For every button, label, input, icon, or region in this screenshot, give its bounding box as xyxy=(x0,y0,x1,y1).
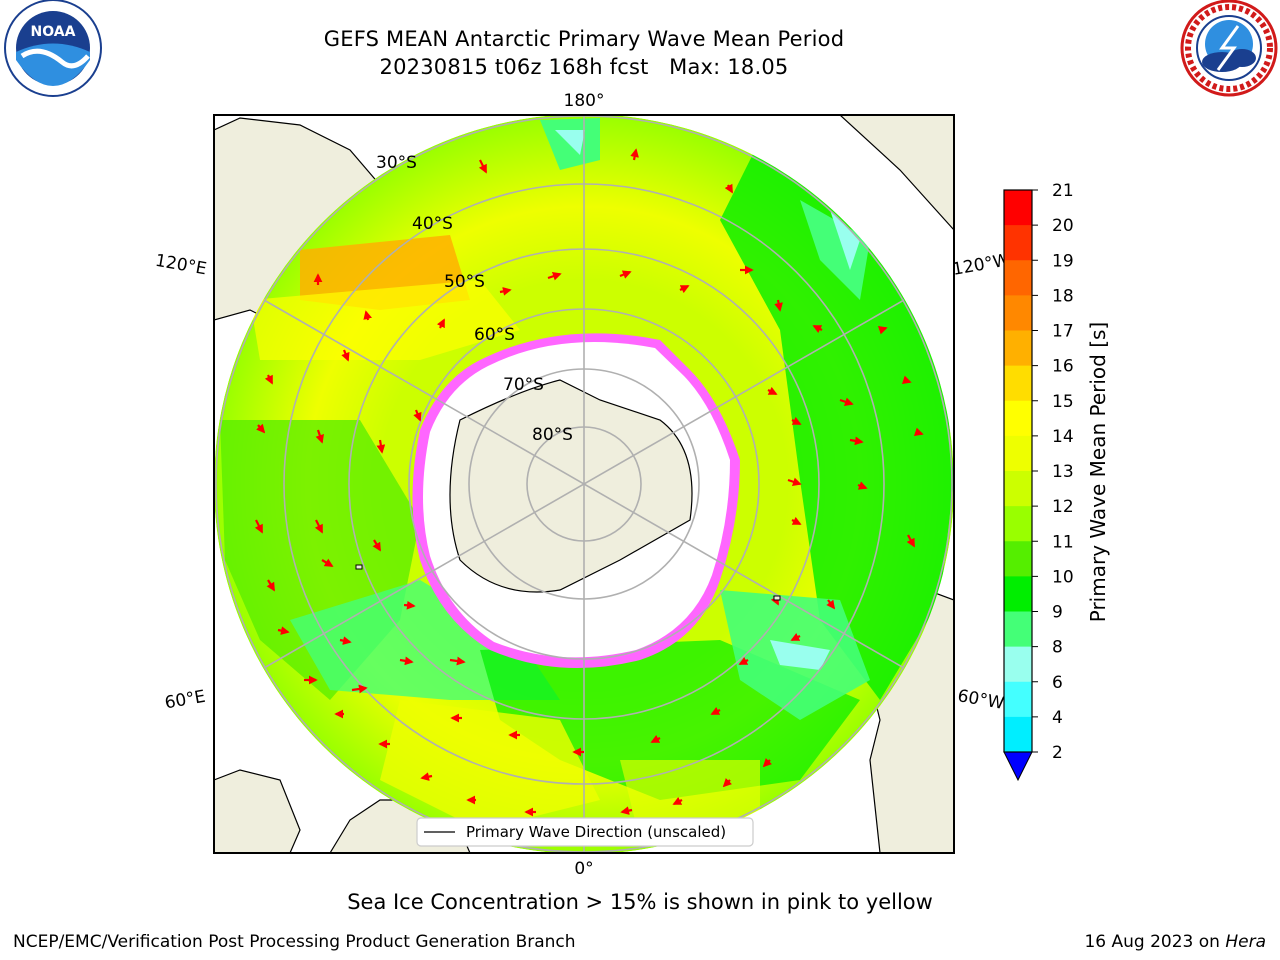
wave-direction-arrows xyxy=(254,148,924,817)
antarctica xyxy=(412,333,740,668)
colorbar-cell xyxy=(1004,716,1032,753)
colorbar-extend-arrow xyxy=(1003,751,1033,782)
svg-text:NOAA: NOAA xyxy=(31,24,76,40)
date-text: 16 Aug 2023 on Hera xyxy=(1084,932,1266,952)
colorbar-tick-label: 11 xyxy=(1052,532,1074,552)
latitude-labels: 30°S 40°S 50°S 60°S 70°S 80°S xyxy=(376,153,573,445)
colorbar: 21 20 19 18 17 16 15 14 13 12 11 10 9 8 6 4 2 xyxy=(1003,181,1074,782)
colorbar-tick-label: 17 xyxy=(1052,322,1074,342)
lon-label-120e: 120°E xyxy=(154,251,208,280)
lon-label-60e: 60°E xyxy=(163,687,207,714)
lat-label-60s: 60°S xyxy=(474,325,515,345)
nws-logo-icon xyxy=(1180,0,1278,97)
colorbar-cell xyxy=(1004,646,1032,683)
lat-label-40s: 40°S xyxy=(412,214,453,234)
colorbar-tick-label: 9 xyxy=(1052,603,1063,623)
chart-title: GEFS MEAN Antarctic Primary Wave Mean Pe… xyxy=(323,27,845,51)
colorbar-tick-label: 18 xyxy=(1052,286,1074,306)
colorbar-tick-label: 4 xyxy=(1052,708,1063,728)
colorbar-cell xyxy=(1004,260,1032,296)
lat-label-70s: 70°S xyxy=(503,375,544,395)
colorbar-cell xyxy=(1004,576,1032,612)
colorbar-tick-label: 19 xyxy=(1052,251,1074,271)
colorbar-tick-label: 6 xyxy=(1052,673,1063,693)
lon-label-0: 0° xyxy=(574,859,593,879)
colorbar-cell xyxy=(1004,190,1032,226)
credit-text: NCEP/EMC/Verification Post Processing Pr… xyxy=(13,932,576,952)
colorbar-tick-label: 16 xyxy=(1052,357,1074,377)
map-frame xyxy=(214,115,954,853)
colorbar-cell xyxy=(1004,471,1032,507)
machine-name: Hera xyxy=(1225,932,1266,952)
colorbar-cell xyxy=(1004,611,1032,648)
colorbar-tick-label: 2 xyxy=(1052,743,1063,763)
colorbar-cell xyxy=(1004,681,1032,718)
colorbar-cell xyxy=(1004,295,1032,331)
lat-label-80s: 80°S xyxy=(532,425,573,445)
sea-ice-note: Sea Ice Concentration > 15% is shown in … xyxy=(347,890,933,914)
colorbar-cell xyxy=(1004,541,1032,577)
lon-label-60w: 60°W xyxy=(956,686,1006,714)
lon-label-180: 180° xyxy=(564,91,605,111)
colorbar-tick-label: 13 xyxy=(1052,462,1074,482)
map-border xyxy=(213,114,955,854)
lat-label-30s: 30°S xyxy=(376,153,417,173)
legend-label: Primary Wave Direction (unscaled) xyxy=(466,823,726,841)
colorbar-tick-label: 15 xyxy=(1052,392,1074,412)
islands xyxy=(355,564,781,601)
colorbar-tick-label: 21 xyxy=(1052,181,1074,201)
colorbar-cell xyxy=(1004,330,1032,367)
colorbar-tick-label: 10 xyxy=(1052,567,1074,587)
colorbar-cell xyxy=(1004,365,1032,402)
map-legend xyxy=(416,817,754,847)
colorbar-tick-label: 14 xyxy=(1052,427,1074,447)
colorbar-cell xyxy=(1004,435,1032,472)
noaa-logo-icon: NOAA xyxy=(4,0,102,97)
chart-subtitle: 20230815 t06z 168h fcst Max: 18.05 xyxy=(379,55,789,79)
lon-label-120w: 120°W xyxy=(951,250,1012,280)
colorbar-tick-label: 12 xyxy=(1052,497,1074,517)
colorbar-cell xyxy=(1004,225,1032,261)
colorbar-tick-label: 8 xyxy=(1052,638,1063,658)
colorbar-tick-label: 20 xyxy=(1052,216,1074,236)
lat-label-50s: 50°S xyxy=(444,272,485,292)
colorbar-cell xyxy=(1004,506,1032,542)
colorbar-cell xyxy=(1004,400,1032,437)
date-value: 16 Aug 2023 on xyxy=(1084,932,1220,952)
